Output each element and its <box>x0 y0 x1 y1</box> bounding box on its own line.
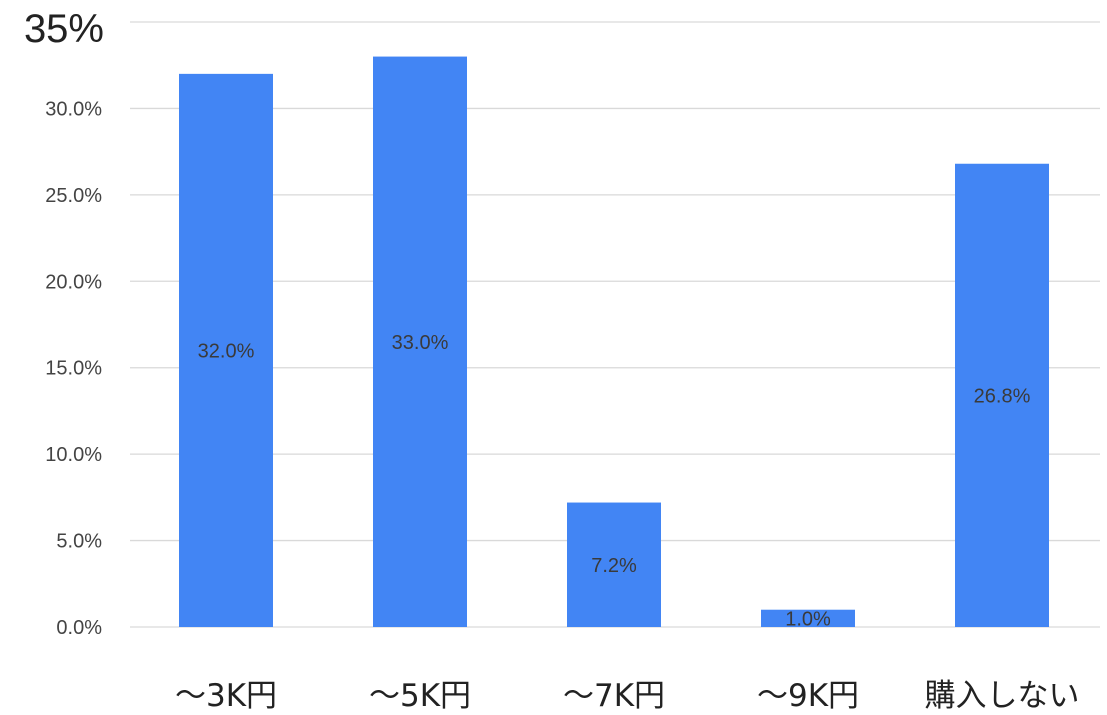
data-labels: 32.0% 33.0% 7.2% 1.0% 26.8% <box>198 332 1031 631</box>
bar <box>567 502 661 627</box>
y-tick-label: 5.0% <box>56 531 102 553</box>
data-label: 26.8% <box>974 385 1031 407</box>
y-tick-label: 35% <box>24 7 104 51</box>
bar <box>373 56 467 628</box>
y-tick-label: 15.0% <box>45 358 102 380</box>
bar <box>761 609 855 627</box>
y-tick-label: 10.0% <box>45 444 102 466</box>
x-tick-label: ～9K円 <box>757 678 859 714</box>
y-tick-label: 0.0% <box>56 617 102 639</box>
bars <box>179 56 1049 628</box>
y-tick-label: 20.0% <box>45 271 102 293</box>
y-tick-label: 25.0% <box>45 185 102 207</box>
bar <box>955 163 1049 627</box>
y-axis-tick-labels: 0.0% 5.0% 10.0% 15.0% 20.0% 25.0% 30.0% 35% <box>24 7 104 639</box>
data-label: 1.0% <box>785 608 831 630</box>
x-axis-tick-labels: ～3K円 ～5K円 ～7K円 ～9K円 購入しない <box>175 678 1080 714</box>
bar <box>179 73 273 628</box>
gridlines <box>130 21 1100 628</box>
x-tick-label: ～5K円 <box>369 678 471 714</box>
x-tick-label: 購入しない <box>925 678 1080 714</box>
x-tick-label: ～7K円 <box>563 678 665 714</box>
x-tick-label: ～3K円 <box>175 678 277 714</box>
data-label: 7.2% <box>591 555 637 577</box>
y-tick-label: 30.0% <box>45 98 102 120</box>
data-label: 33.0% <box>392 332 449 354</box>
data-label: 32.0% <box>198 340 255 362</box>
